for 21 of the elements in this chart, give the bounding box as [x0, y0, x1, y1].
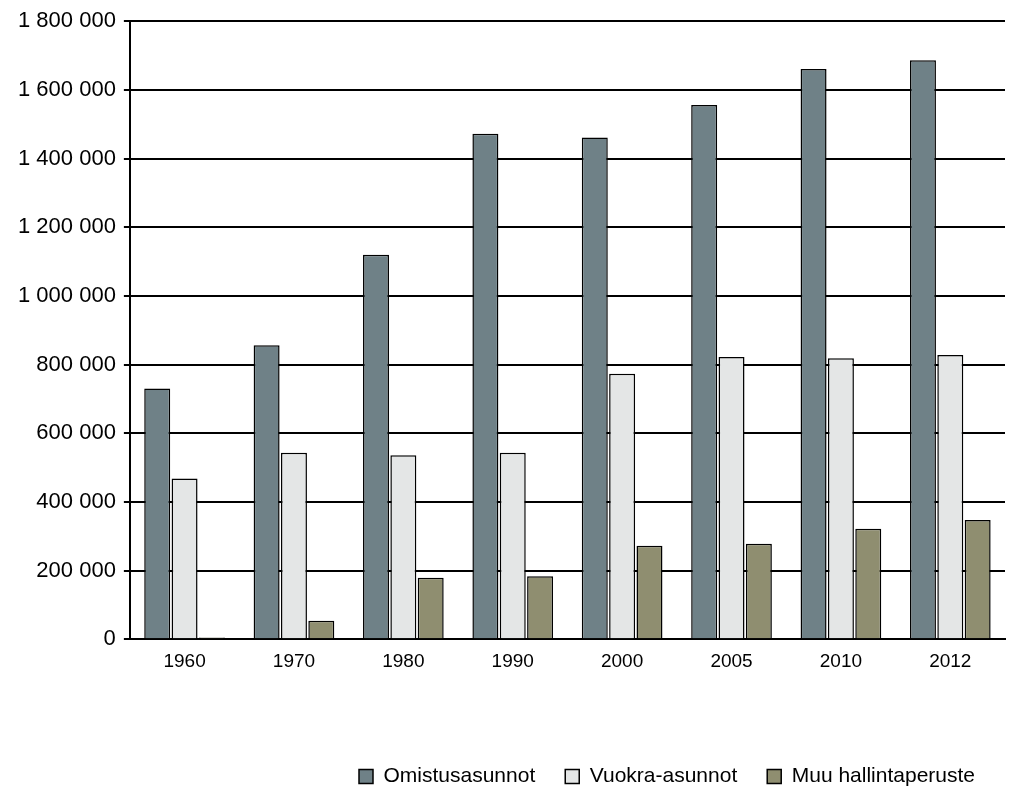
- y-tick-label: 1 600 000: [18, 75, 116, 101]
- y-tick-label: 0: [103, 625, 116, 651]
- x-tick-label: 2012: [929, 649, 972, 671]
- x-tick-label: 2005: [710, 649, 753, 671]
- x-tick-label: 1980: [382, 649, 425, 671]
- x-tick-label: 1970: [272, 649, 316, 671]
- x-tick-label: 1960: [163, 649, 206, 671]
- y-tick-label: 1 800 000: [18, 7, 116, 33]
- x-tick-label: 2010: [819, 649, 863, 671]
- legend-label: Muu hallintaperuste: [791, 763, 975, 787]
- legend-label: Vuokra-asunnot: [589, 763, 738, 787]
- y-tick-label: 1 200 000: [18, 213, 116, 239]
- x-tick-label: 2000: [600, 649, 644, 671]
- y-tick-label: 1 400 000: [18, 144, 116, 170]
- legend-label: Omistusasunnot: [383, 763, 536, 787]
- y-tick-label: 400 000: [36, 487, 116, 513]
- y-tick-label: 200 000: [36, 556, 116, 582]
- y-tick-label: 1 000 000: [18, 281, 116, 307]
- y-tick-label: 800 000: [36, 350, 116, 376]
- y-tick-label: 600 000: [36, 419, 116, 445]
- x-tick-label: 1990: [491, 649, 534, 671]
